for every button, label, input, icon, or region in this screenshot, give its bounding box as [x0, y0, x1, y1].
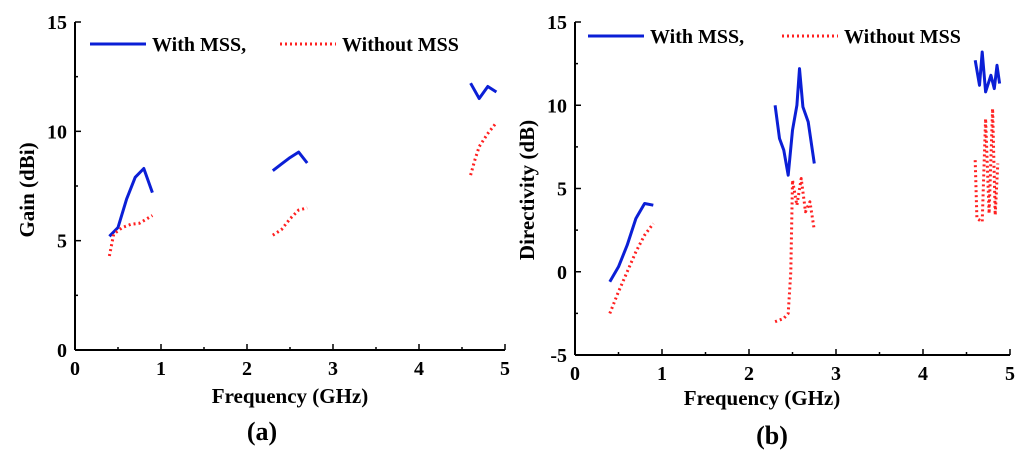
x-tick-label: 4	[414, 358, 424, 380]
series-with-mss-segment-2	[773, 67, 816, 177]
x-tick-label: 1	[156, 358, 166, 380]
panel-a-plot: 0 1 2 3 4 5 0 5 10 15	[47, 12, 510, 380]
y-tick-label: 5	[557, 179, 567, 201]
y-tick-label: -5	[550, 345, 567, 367]
panel-a-legend: With MSS, Without MSS	[90, 34, 459, 56]
caption-a: (a)	[247, 417, 277, 446]
legend-without-mss-label: Without MSS	[844, 26, 961, 48]
series-without-mss-segment-3	[469, 121, 498, 176]
series-with-mss-segment-1	[108, 167, 154, 238]
panel-a: Gain (dBi) Frequency (GHz) 0 1 2 3 4 5051015 …	[15, 12, 510, 446]
series-without-mss-segment-1	[107, 214, 154, 257]
x-tick-label: 2	[744, 363, 754, 385]
caption-b: (b)	[756, 421, 788, 450]
x-tick-label: 5	[500, 358, 510, 380]
panel-b-legend: With MSS, Without MSS	[588, 26, 961, 48]
series-without-mss-segment-2	[271, 206, 308, 237]
y-tick-label: 15	[547, 12, 567, 34]
x-tick-label: 5	[1005, 363, 1015, 385]
y-tick-label: 5	[57, 231, 67, 253]
series-without-mss-segment-1	[608, 222, 655, 314]
y-tick-label: 15	[47, 12, 67, 34]
series-with-mss-segment-3	[973, 50, 1002, 94]
legend-without-mss-label: Without MSS	[342, 34, 459, 56]
y-tick-label: 0	[57, 340, 67, 362]
x-tick-label: 3	[328, 358, 338, 380]
y-tick-label: 0	[557, 262, 567, 284]
series-without-mss-segment-3	[973, 107, 1000, 224]
x-tick-label: 0	[570, 363, 580, 385]
series-with-mss-segment-2	[271, 150, 309, 172]
x-tick-label: 2	[242, 358, 252, 380]
panel-b-ylabel: Directivity (dB)	[515, 120, 539, 260]
series-with-mss-segment-1	[608, 202, 654, 283]
legend-with-mss-label: With MSS,	[650, 26, 744, 48]
panel-b: Directivity (dB) Frequency (GHz) 0 1 2 3 4 5 -…	[515, 12, 1015, 450]
x-tick-label: 0	[70, 358, 80, 380]
series-without-mss-segment-2	[774, 177, 816, 324]
x-tick-label: 4	[918, 363, 928, 385]
y-tick-label: 10	[47, 121, 67, 143]
series-with-mss-segment-3	[469, 82, 498, 100]
x-tick-label: 1	[657, 363, 667, 385]
panel-b-xlabel: Frequency (GHz)	[684, 386, 841, 410]
legend-with-mss-label: With MSS,	[152, 34, 246, 56]
panel-a-xlabel: Frequency (GHz)	[212, 384, 369, 408]
panel-a-ylabel: Gain (dBi)	[15, 142, 39, 237]
y-tick-label: 10	[547, 95, 567, 117]
x-tick-label: 3	[831, 363, 841, 385]
